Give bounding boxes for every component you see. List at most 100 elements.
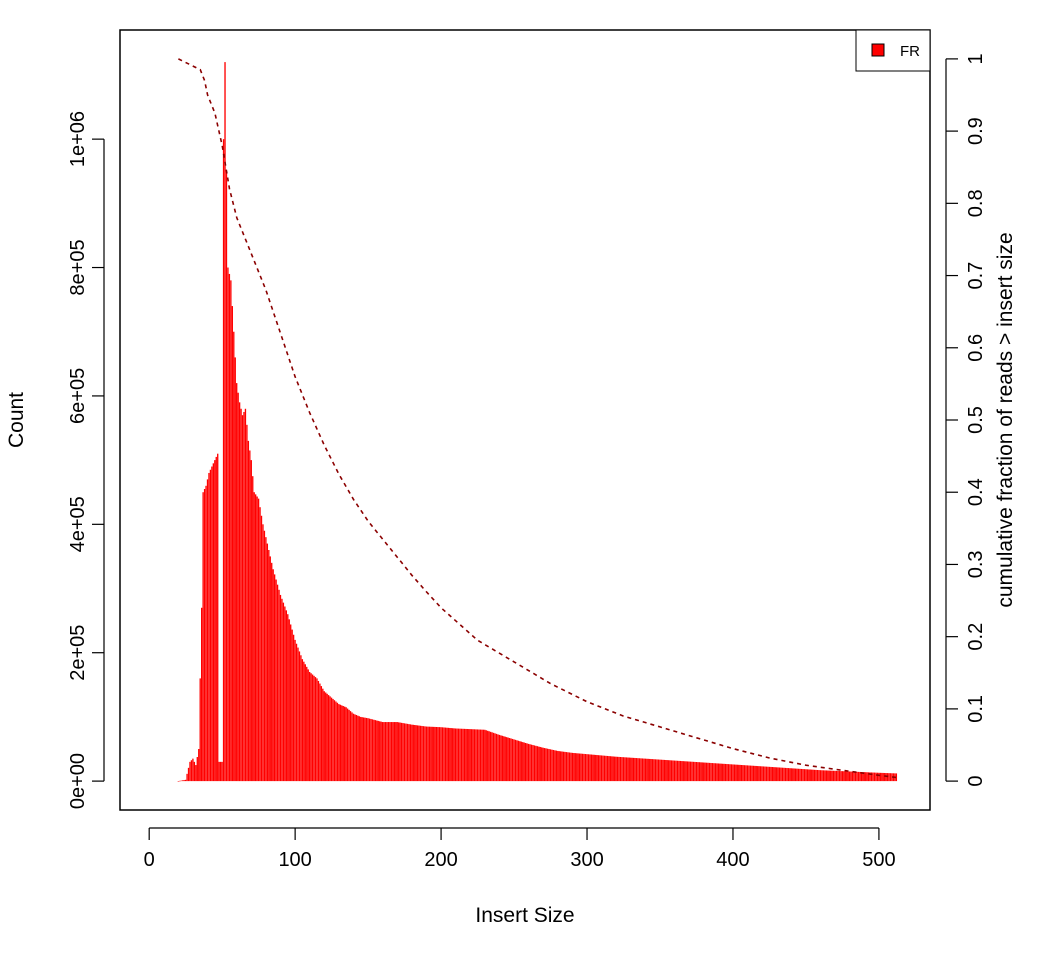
histogram-bar (228, 273, 231, 782)
y2-tick-label: 1 (965, 53, 987, 64)
histogram-bar (593, 754, 595, 782)
histogram-bar (881, 772, 883, 782)
histogram-bar (327, 695, 330, 782)
histogram-bar (654, 759, 657, 782)
histogram-bar (688, 761, 690, 782)
histogram-bar (187, 767, 190, 782)
histogram-bar (215, 456, 217, 782)
bars-group (177, 62, 898, 782)
histogram-bar (209, 469, 212, 782)
histogram-bar (466, 728, 468, 782)
histogram-bar (676, 760, 679, 782)
histogram-bar (635, 758, 638, 782)
histogram-bar (846, 771, 848, 782)
histogram-bar (253, 492, 255, 782)
histogram-bar (633, 757, 635, 782)
histogram-bar (447, 727, 449, 782)
histogram-bar (834, 770, 836, 782)
y-axis-title: Count (5, 392, 28, 448)
histogram-bar (503, 736, 505, 782)
histogram-bar (421, 725, 423, 782)
histogram-bar (389, 722, 391, 782)
histogram-bar (821, 770, 823, 782)
histogram-bar (227, 267, 229, 782)
histogram-bar (708, 762, 711, 782)
histogram-bar (396, 722, 398, 782)
histogram-bar (471, 729, 473, 782)
histogram-bar (603, 755, 606, 782)
histogram-bar (435, 726, 438, 782)
histogram-bar (757, 766, 759, 782)
histogram-bar (726, 764, 728, 782)
histogram-bar (520, 741, 522, 782)
histogram-bar (843, 771, 845, 782)
histogram-bar (539, 746, 541, 782)
histogram-bar (716, 763, 718, 782)
histogram-bar (535, 745, 537, 782)
histogram-bar (571, 752, 574, 782)
histogram-bar (392, 722, 394, 782)
histogram-bar (771, 767, 773, 782)
histogram-bar (440, 727, 442, 782)
histogram-bar (195, 765, 197, 782)
histogram-bar (675, 760, 677, 782)
histogram-bar (370, 718, 372, 782)
histogram-bar (390, 722, 393, 782)
histogram-bar (724, 763, 727, 782)
histogram-bar (767, 766, 769, 782)
histogram-bar (402, 723, 404, 782)
histogram-bar (743, 765, 746, 782)
histogram-bar (808, 769, 810, 782)
histogram-bar (793, 768, 795, 782)
histogram-bar (526, 743, 528, 782)
histogram-bar (386, 722, 388, 782)
histogram-bar (580, 753, 582, 782)
histogram-bar (694, 761, 696, 782)
histogram-bar (233, 331, 235, 782)
histogram-bar (838, 771, 841, 782)
histogram-bar (634, 757, 636, 782)
histogram-bar (630, 757, 632, 782)
histogram-bar (723, 763, 725, 782)
histogram-bar (878, 772, 880, 782)
y-tick-label: 8e+05 (67, 239, 89, 295)
histogram-bar (224, 62, 226, 782)
histogram-bar (317, 680, 320, 782)
histogram-bar (631, 757, 633, 782)
histogram-bar (543, 748, 546, 782)
histogram-bar (333, 700, 336, 782)
histogram-bar (879, 772, 881, 782)
histogram-bar (577, 753, 579, 782)
histogram-bar (419, 725, 422, 782)
histogram-bar (205, 485, 207, 782)
histogram-bar (649, 758, 651, 782)
histogram-bar (795, 768, 797, 782)
histogram-bar (889, 773, 892, 782)
histogram-bar (437, 727, 439, 782)
histogram-bar (513, 739, 515, 782)
histogram-bar (255, 494, 257, 782)
histogram-bar (291, 629, 293, 782)
histogram-bar (180, 780, 182, 782)
histogram-bar (294, 639, 296, 782)
histogram-bar (762, 766, 765, 782)
histogram-bar (489, 731, 492, 782)
histogram-bar (507, 737, 509, 782)
histogram-bar (586, 754, 588, 782)
histogram-bar (514, 739, 517, 782)
histogram-bar (460, 728, 463, 782)
histogram-bar (662, 759, 664, 782)
histogram-bar (344, 706, 346, 782)
histogram-bar (529, 744, 531, 782)
histogram-bar (510, 738, 512, 782)
histogram-bar (741, 765, 743, 782)
histogram-bar (263, 530, 266, 782)
histogram-bar (765, 766, 768, 782)
histogram-bar (201, 607, 203, 782)
y-tick-label: 1e+06 (67, 111, 89, 167)
histogram-bar (523, 742, 525, 782)
histogram-bar (691, 761, 693, 782)
histogram-bar (338, 704, 340, 782)
histogram-bar (532, 745, 534, 782)
histogram-bar (789, 768, 791, 782)
